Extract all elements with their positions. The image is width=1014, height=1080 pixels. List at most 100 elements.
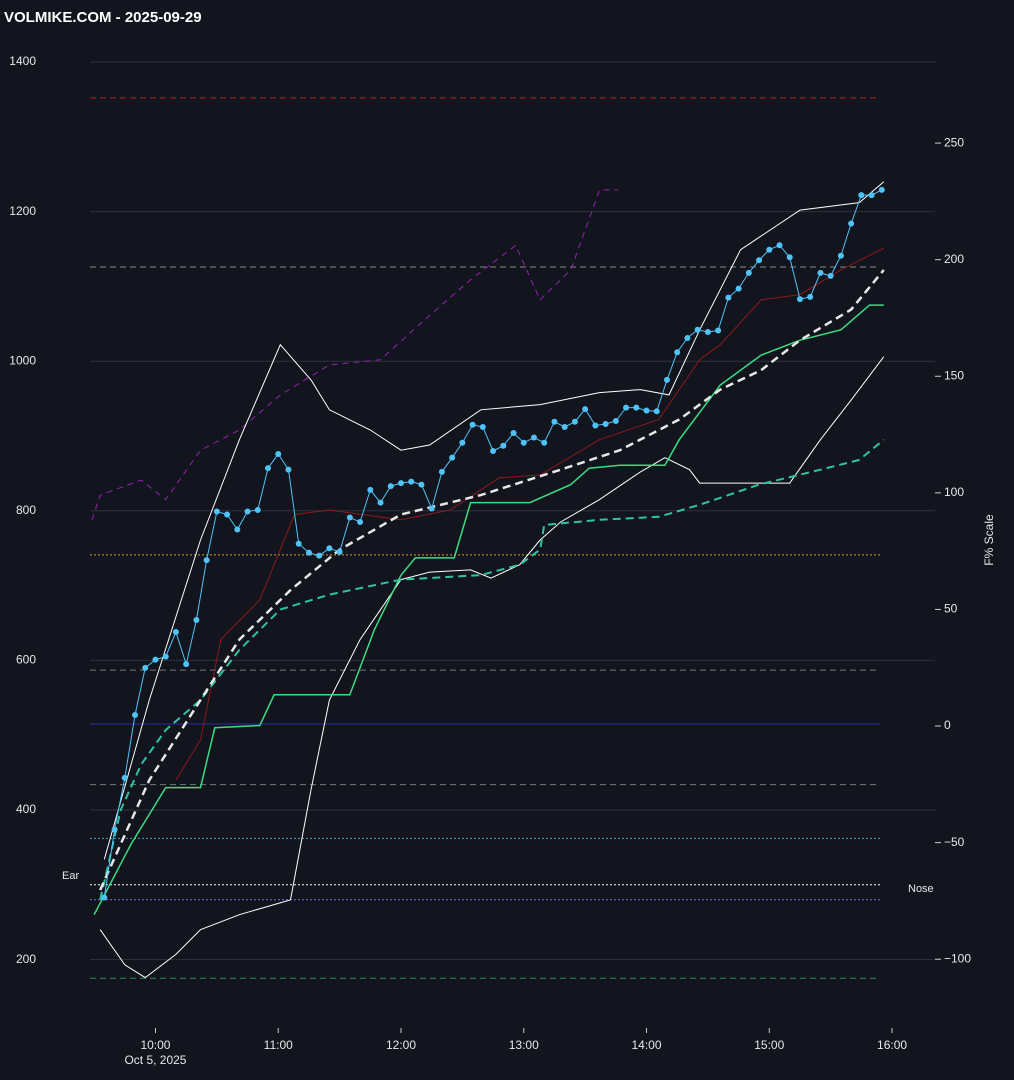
data-point: [111, 826, 118, 833]
x-tick-label: 11:00: [264, 1038, 293, 1052]
data-point: [878, 186, 885, 193]
data-point: [438, 468, 445, 475]
data-point: [142, 664, 149, 671]
data-point: [500, 442, 507, 449]
annotation: Ear: [62, 870, 79, 882]
series-line: [103, 189, 883, 898]
data-point: [285, 466, 292, 473]
data-point: [305, 549, 312, 556]
data-point: [234, 526, 241, 533]
data-point: [377, 499, 384, 506]
data-point: [551, 418, 558, 425]
data-point: [694, 326, 701, 333]
chart-title: VOLMIKE.COM - 2025-09-29: [4, 9, 202, 26]
x-tick-label: 10:00: [140, 1038, 170, 1052]
data-point: [254, 507, 261, 514]
data-point: [786, 254, 793, 261]
series-line: [91, 189, 618, 520]
data-point: [367, 486, 374, 493]
data-point: [582, 406, 589, 413]
data-point: [183, 661, 190, 668]
data-point: [152, 656, 159, 663]
x-tick-label: 16:00: [877, 1038, 907, 1052]
data-point: [121, 774, 128, 781]
data-point: [213, 508, 220, 515]
data-point: [428, 505, 435, 512]
data-point: [612, 418, 619, 425]
data-point: [643, 407, 650, 414]
data-point: [101, 894, 108, 901]
annotation: Nose: [908, 883, 934, 895]
data-point: [817, 269, 824, 276]
data-point: [449, 454, 456, 461]
data-point: [336, 548, 343, 555]
data-point: [490, 447, 497, 454]
y-tick-label: 200: [16, 952, 36, 966]
x-tick-label: 12:00: [386, 1038, 416, 1052]
y2-tick-label: 50: [944, 602, 958, 616]
data-point: [796, 296, 803, 303]
x-sublabel: Oct 5, 2025: [124, 1053, 186, 1067]
data-point: [684, 335, 691, 342]
y2-tick-label: 150: [944, 368, 964, 382]
data-point: [745, 269, 752, 276]
data-point: [203, 557, 210, 564]
data-point: [623, 404, 630, 411]
x-tick-label: 13:00: [509, 1038, 539, 1052]
data-point: [735, 285, 742, 292]
data-point: [132, 712, 139, 719]
data-point: [530, 434, 537, 441]
y-tick-label: 1200: [9, 204, 36, 218]
y-tick-label: 1000: [9, 353, 36, 367]
series-line: [175, 247, 885, 781]
data-point: [868, 192, 875, 199]
data-point: [541, 439, 548, 446]
data-point: [571, 418, 578, 425]
y2-tick-label: 100: [944, 485, 964, 499]
data-point: [387, 483, 394, 490]
series-line: [99, 438, 885, 901]
data-point: [275, 450, 282, 457]
series-line: [99, 356, 885, 979]
series-line: [99, 269, 885, 891]
y-tick-label: 600: [16, 653, 36, 667]
data-point: [346, 514, 353, 521]
y2-axis-label: F% Scale: [982, 514, 996, 566]
y-tick-label: 400: [16, 802, 36, 816]
data-point: [326, 545, 333, 552]
x-tick-label: 14:00: [631, 1038, 661, 1052]
data-point: [459, 439, 466, 446]
data-point: [510, 430, 517, 437]
data-point: [776, 242, 783, 249]
data-point: [674, 349, 681, 356]
y2-tick-label: −100: [944, 951, 971, 965]
data-point: [295, 540, 302, 547]
data-point: [725, 294, 732, 301]
data-point: [469, 421, 476, 428]
data-point: [633, 404, 640, 411]
data-point: [224, 511, 231, 518]
data-point: [162, 653, 169, 660]
y2-tick-label: 0: [944, 718, 951, 732]
data-point: [827, 272, 834, 279]
data-point: [766, 246, 773, 253]
data-point: [265, 465, 272, 472]
data-point: [704, 329, 711, 336]
x-tick-label: 15:00: [754, 1038, 784, 1052]
data-point: [193, 617, 200, 624]
y-tick-label: 800: [16, 503, 36, 517]
data-point: [418, 481, 425, 488]
series-line: [93, 304, 884, 916]
data-point: [837, 252, 844, 259]
y-tick-label: 1400: [9, 54, 36, 68]
data-point: [479, 424, 486, 431]
data-point: [172, 628, 179, 635]
data-point: [756, 257, 763, 264]
y2-tick-label: 250: [944, 135, 964, 149]
data-point: [653, 408, 660, 415]
data-point: [397, 480, 404, 487]
data-point: [602, 421, 609, 428]
data-point: [807, 293, 814, 300]
data-point: [858, 192, 865, 199]
